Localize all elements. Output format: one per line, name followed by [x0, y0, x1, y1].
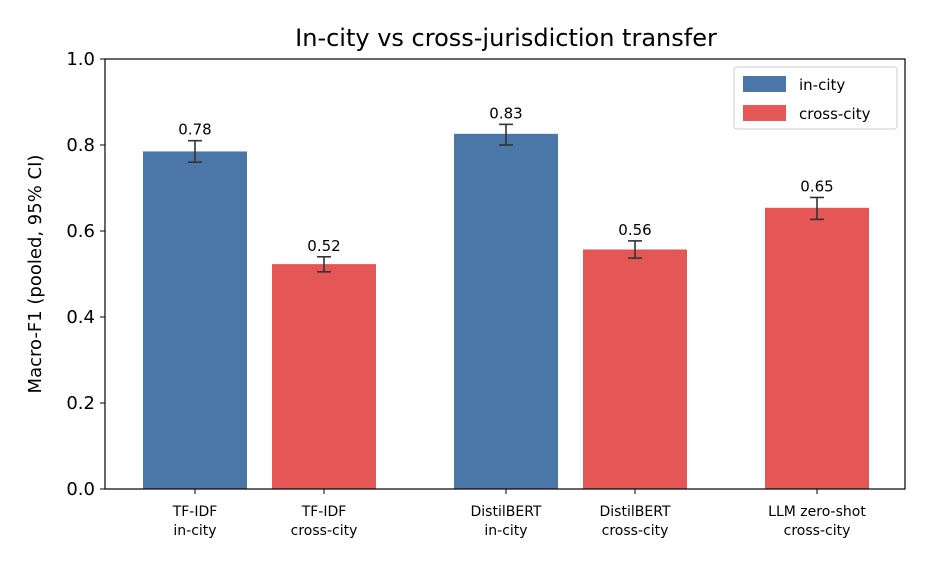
bar-0 — [143, 151, 247, 489]
y-tick-label-5: 1.0 — [66, 49, 95, 70]
bar-1 — [272, 264, 376, 489]
y-axis-label: Macro-F1 (pooled, 95% CI) — [25, 155, 46, 394]
bar-3 — [583, 249, 687, 489]
data-label-3: 0.56 — [618, 221, 651, 239]
data-label-0: 0.78 — [178, 121, 211, 139]
legend-label-cross-city: cross-city — [799, 105, 871, 123]
y-tick-label-2: 0.4 — [66, 307, 95, 328]
legend-swatch-in-city — [743, 76, 786, 92]
x-tick-label-3: DistilBERT cross-city — [600, 504, 671, 539]
error-bar-2 — [499, 123, 513, 146]
y-tick-label-4: 0.8 — [66, 135, 95, 156]
y-tick-label-1: 0.2 — [66, 393, 95, 414]
bar-2 — [454, 133, 558, 489]
legend-swatch-cross-city — [743, 105, 786, 121]
x-tick-label-1: TF-IDF cross-city — [291, 504, 358, 539]
axes-frame — [104, 58, 906, 490]
y-tick-label-3: 0.6 — [66, 221, 95, 242]
error-bar-0 — [188, 139, 202, 163]
error-bar-4 — [810, 196, 824, 221]
legend: in-city cross-city — [733, 66, 898, 130]
x-tick-label-0: TF-IDF in-city — [172, 504, 218, 539]
chart-title: In-city vs cross-jurisdiction transfer — [295, 24, 717, 52]
y-tick-label-0: 0.0 — [66, 479, 95, 500]
data-label-1: 0.52 — [307, 237, 340, 255]
plot-area: 0.78 TF-IDF in-city 0.52 TF-IDF cross-city 0.8… — [66, 49, 906, 539]
error-bar-3 — [628, 240, 642, 259]
x-tick-label-4: LLM zero-shot cross-city — [768, 504, 866, 539]
data-label-4: 0.65 — [800, 177, 833, 195]
bar-4 — [765, 207, 869, 489]
error-bar-1 — [317, 255, 331, 273]
x-tick-label-2: DistilBERT in-city — [471, 504, 542, 539]
legend-label-in-city: in-city — [799, 76, 845, 94]
data-label-2: 0.83 — [489, 104, 522, 122]
